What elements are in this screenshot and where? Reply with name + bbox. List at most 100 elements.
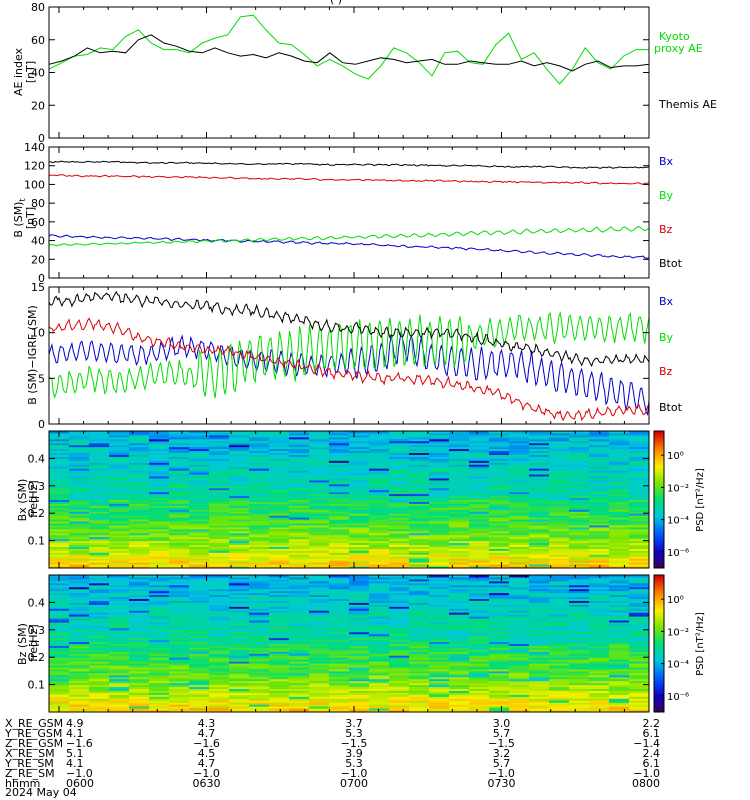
spectrogram-cell bbox=[409, 612, 430, 615]
spectrogram-cell bbox=[529, 524, 550, 528]
spectrogram-cell bbox=[129, 476, 150, 479]
spectrogram-cell bbox=[209, 548, 230, 551]
spectrogram-cell bbox=[149, 678, 170, 682]
spectrogram-cell bbox=[229, 700, 250, 703]
spectrogram-cell bbox=[549, 606, 570, 609]
spectrogram-cell bbox=[229, 485, 250, 489]
legend-by: By bbox=[659, 189, 674, 202]
spectrogram-cell bbox=[129, 485, 150, 489]
spectrogram-cell bbox=[309, 584, 330, 588]
spectrogram-cell bbox=[269, 623, 290, 627]
spectrogram-cell bbox=[509, 710, 530, 713]
spectrogram-cell bbox=[389, 519, 410, 522]
spectrogram-cell bbox=[289, 436, 310, 440]
spectrogram-cell bbox=[169, 666, 190, 670]
spectrogram-cell bbox=[269, 487, 290, 491]
spectrogram-cell bbox=[569, 552, 590, 555]
spectrogram-cell bbox=[609, 470, 630, 473]
spectrogram-cell bbox=[149, 686, 170, 690]
spectrogram-cell bbox=[289, 582, 310, 586]
spectrogram-cell bbox=[169, 438, 190, 442]
spectrogram-cell bbox=[569, 702, 590, 705]
spectrogram-cell bbox=[269, 641, 290, 644]
spectrogram-cell bbox=[529, 536, 550, 540]
colorbar-segment bbox=[654, 620, 664, 624]
spectrogram-cell bbox=[569, 521, 590, 524]
spectrogram-cell bbox=[289, 536, 310, 540]
spectrogram-cell bbox=[209, 460, 230, 463]
spectrogram-cell bbox=[389, 584, 410, 588]
colorbar-segment bbox=[654, 636, 664, 640]
spectrogram-cell bbox=[429, 670, 450, 674]
spectrogram-cell bbox=[549, 588, 570, 592]
spectrogram-cell bbox=[549, 688, 570, 691]
spectrogram-cell bbox=[229, 657, 250, 660]
spectrogram-cell bbox=[229, 448, 250, 452]
spectrogram-cell bbox=[189, 582, 210, 586]
spectrogram-cell bbox=[509, 604, 530, 607]
spectrogram-cell bbox=[369, 468, 390, 471]
spectrogram-cell bbox=[69, 472, 90, 475]
spectrogram-cell bbox=[369, 448, 390, 452]
spectrogram-cell bbox=[289, 481, 310, 485]
spectrogram-cell bbox=[429, 468, 450, 471]
spectrogram-cell bbox=[529, 608, 550, 611]
spectrogram-cell bbox=[349, 643, 370, 646]
spectrogram-cell bbox=[49, 668, 70, 672]
spectrogram-cell bbox=[389, 623, 410, 627]
spectrogram-cell bbox=[249, 584, 270, 588]
spectrogram-cell bbox=[349, 489, 370, 493]
spectrogram-cell bbox=[629, 592, 650, 596]
spectrogram-cell bbox=[369, 442, 390, 446]
spectrogram-cell bbox=[489, 575, 510, 578]
spectrogram-cell bbox=[289, 497, 310, 500]
spectrogram-cell bbox=[409, 600, 430, 603]
spectrogram-cell bbox=[489, 700, 510, 703]
spectrogram-cell bbox=[149, 651, 170, 654]
spectrogram-cell bbox=[309, 489, 330, 493]
spectrogram-cell bbox=[69, 434, 90, 438]
spectrogram-cell bbox=[489, 440, 510, 444]
spectrogram-cell bbox=[289, 546, 310, 549]
spectrogram-cell bbox=[589, 522, 610, 526]
colorbar-segment bbox=[654, 677, 664, 681]
spectrogram-cell bbox=[329, 710, 350, 713]
spectrogram-cell bbox=[489, 550, 510, 553]
spectrogram-cell bbox=[229, 629, 250, 633]
spectrogram-cell bbox=[269, 625, 290, 629]
spectrogram-cell bbox=[329, 476, 350, 479]
spectrogram-cell bbox=[489, 532, 510, 536]
spectrogram-cell bbox=[89, 511, 110, 514]
spectrogram-cell bbox=[249, 696, 270, 699]
colorbar-segment bbox=[654, 696, 664, 699]
spectrogram-cell bbox=[129, 616, 150, 619]
spectrogram-cell bbox=[209, 616, 230, 619]
spectrogram-cell bbox=[529, 606, 550, 609]
spectrogram-cell bbox=[449, 526, 470, 530]
spectrogram-cell bbox=[529, 477, 550, 481]
spectrogram-cell bbox=[329, 550, 350, 553]
spectrogram-cell bbox=[229, 684, 250, 688]
spectrogram-cell bbox=[449, 686, 470, 690]
spectrogram-cell bbox=[289, 661, 310, 664]
spectrogram-cell bbox=[549, 462, 570, 465]
spectrogram-cell bbox=[309, 604, 330, 607]
spectrogram-cell bbox=[249, 446, 270, 450]
spectrogram-cell bbox=[249, 704, 270, 707]
spectrogram-cell bbox=[129, 627, 150, 631]
spectrogram-cell bbox=[469, 499, 490, 502]
spectrogram-cell bbox=[629, 686, 650, 690]
spectrogram-cell bbox=[409, 578, 430, 582]
spectrogram-cell bbox=[589, 698, 610, 701]
spectrogram-cell bbox=[549, 668, 570, 672]
spectrogram-cell bbox=[349, 672, 370, 676]
spectrogram-cell bbox=[229, 540, 250, 544]
spectrogram-cell bbox=[469, 460, 490, 463]
spectrogram-cell bbox=[409, 521, 430, 524]
spectrogram-cell bbox=[389, 501, 410, 504]
spectrogram-cells bbox=[49, 575, 650, 713]
spectrogram-cell bbox=[389, 618, 410, 621]
spectrogram-cell bbox=[229, 431, 250, 434]
spectrogram-cell bbox=[309, 444, 330, 448]
spectrogram-cell bbox=[89, 505, 110, 508]
